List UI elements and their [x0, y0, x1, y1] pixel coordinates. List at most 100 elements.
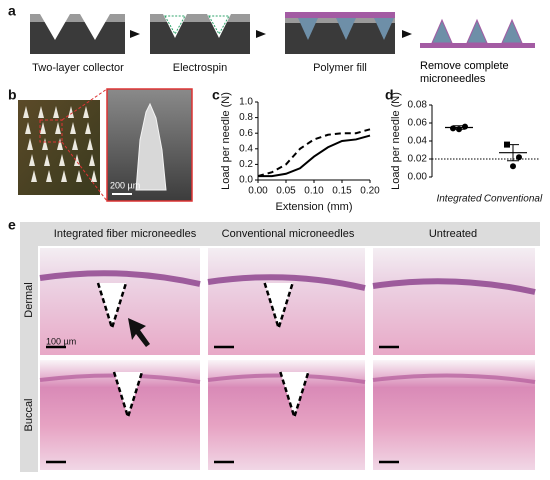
epidermis — [372, 278, 536, 295]
point — [462, 123, 468, 130]
panel-letter: b — [8, 87, 17, 103]
needle — [46, 170, 52, 182]
y-tick-label: 0.04 — [408, 136, 428, 147]
point — [510, 163, 516, 170]
x-tick-label: Integrated — [436, 194, 481, 205]
step-label: Electrospin — [173, 62, 227, 74]
wells — [40, 14, 110, 40]
step-label: Remove complete microneedles — [420, 60, 509, 85]
step-label-box: Remove complete microneedles — [420, 60, 509, 85]
arrow-marker — [128, 318, 150, 347]
needle — [466, 18, 488, 44]
needle — [501, 18, 523, 44]
row-band — [20, 246, 38, 472]
needle — [61, 170, 67, 182]
zoom-line — [61, 141, 108, 202]
x-tick-label: 0.00 — [248, 186, 268, 197]
point — [504, 141, 510, 148]
y-tick-label: 0.4 — [239, 143, 253, 154]
arrow — [402, 30, 412, 38]
column-header: Untreated — [429, 228, 477, 240]
line-series — [257, 128, 371, 178]
x-tick-label: 0.15 — [332, 186, 352, 197]
point — [516, 154, 522, 161]
electrospin — [150, 14, 250, 54]
needle — [23, 106, 29, 118]
top-layer — [150, 14, 250, 22]
histology-grid — [39, 248, 536, 470]
needle-array — [23, 106, 97, 182]
sem-needle — [135, 102, 167, 191]
collector — [30, 14, 125, 54]
needle — [68, 106, 74, 118]
scale-label: 100 µm — [46, 336, 76, 346]
needle — [53, 106, 59, 118]
needle — [29, 154, 35, 166]
x-tick-label: Conventional — [484, 194, 543, 205]
needle — [298, 18, 318, 40]
column-header: Integrated fiber microneedles — [54, 228, 197, 240]
zoom-box — [39, 119, 63, 143]
y-axis-label: Load per needle (N) — [220, 92, 232, 190]
needle — [76, 170, 82, 182]
point — [450, 125, 456, 132]
y-tick-label: 0.08 — [408, 100, 428, 111]
needle — [42, 138, 48, 150]
epidermis — [39, 270, 201, 287]
row-header: Buccal — [23, 398, 35, 431]
epidermis — [207, 274, 366, 291]
needle — [83, 106, 89, 118]
x-tick-label: 0.20 — [360, 186, 380, 197]
zoom-line — [61, 88, 108, 121]
needle — [85, 122, 91, 134]
scale-label: 200 µm — [110, 180, 140, 190]
needle-track — [279, 371, 310, 422]
needle-track — [112, 371, 144, 422]
column-header: Conventional microneedles — [222, 228, 355, 240]
x-tick-label: 0.10 — [304, 186, 324, 197]
needle — [87, 138, 93, 150]
needle — [40, 122, 46, 134]
needle — [38, 106, 44, 118]
x-axis-label: Extension (mm) — [275, 201, 352, 213]
arrow — [256, 30, 266, 38]
panel-letter: a — [8, 3, 16, 19]
arrow — [130, 30, 140, 38]
needle — [72, 138, 78, 150]
row-header: Dermal — [23, 282, 35, 317]
y-tick-label: 0.00 — [408, 172, 428, 183]
needle — [431, 18, 453, 44]
needle — [44, 154, 50, 166]
needle — [336, 18, 356, 40]
x-tick-label: 0.05 — [276, 186, 296, 197]
header-band — [20, 222, 540, 246]
y-axis-label: Load per needle (N) — [390, 92, 402, 190]
point — [456, 126, 462, 133]
step-label: Two-layer collector — [32, 62, 124, 74]
needle — [91, 170, 97, 182]
needle — [27, 138, 33, 150]
y-tick-label: 0.06 — [408, 118, 428, 129]
needle — [25, 122, 31, 134]
needle — [374, 18, 394, 40]
y-tick-label: 0.2 — [239, 159, 253, 170]
needle — [70, 122, 76, 134]
needle-track — [263, 282, 294, 333]
y-tick-label: 0.0 — [239, 175, 253, 186]
panel-letter: e — [8, 217, 16, 233]
wells — [163, 14, 231, 38]
tissue-image — [373, 248, 535, 355]
needle — [55, 122, 61, 134]
needle — [59, 154, 65, 166]
line-series — [258, 134, 371, 178]
needle — [31, 170, 37, 182]
needle — [57, 138, 63, 150]
microneedles — [420, 18, 535, 48]
y-tick-label: 1.0 — [239, 97, 253, 108]
panel-letter: c — [212, 87, 220, 103]
panel-letter: d — [385, 87, 394, 103]
epithelium — [372, 373, 536, 384]
y-tick-label: 0.6 — [239, 128, 253, 139]
